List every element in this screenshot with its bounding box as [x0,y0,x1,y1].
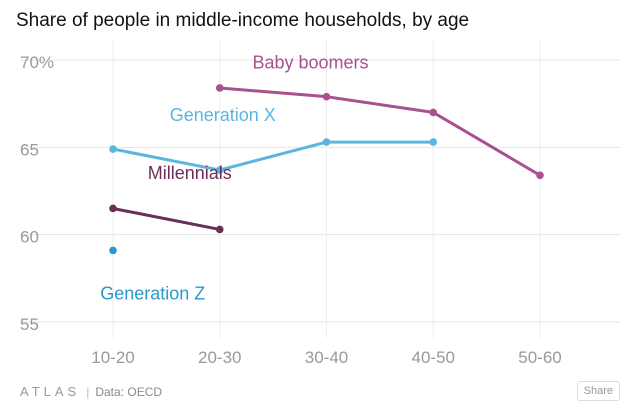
series-label: Baby boomers [252,53,368,73]
data-point [109,145,117,153]
series-line [112,140,434,172]
series-labels: Baby boomers Generation X Millennials Gener… [100,53,368,304]
x-axis-tick-labels: 10-20 20-30 30-40 40-50 50-60 [91,348,561,367]
y-tick-label: 65 [20,140,39,159]
grid-lines [20,40,620,338]
data-point [536,171,544,180]
series-label: Millennials [148,163,232,183]
series-line [219,86,541,177]
series-label: Generation X [170,105,276,125]
x-tick-label: 10-20 [91,348,134,367]
atlas-logo[interactable]: ATLAS [20,384,81,399]
y-tick-label: 70% [20,53,54,72]
footer: ATLAS | Data: OECD [20,384,162,399]
data-point [322,138,331,146]
x-tick-label: 50-60 [518,348,561,367]
data-point [215,225,224,234]
x-tick-label: 40-50 [412,348,455,367]
data-point [429,138,438,146]
y-tick-label: 60 [20,228,39,247]
data-point [109,204,117,213]
data-point [215,166,224,174]
data-point [109,246,117,255]
series-lines [109,84,544,255]
footer-separator: | [86,384,90,399]
series-label: Generation Z [100,283,205,303]
data-point [215,84,224,92]
data-point [429,108,438,117]
chart-title: Share of people in middle-income househo… [16,10,470,31]
data-point [322,92,331,101]
data-source: Data: OECD [95,384,163,399]
y-tick-label: 55 [20,315,39,334]
x-tick-label: 30-40 [305,348,348,367]
y-axis-tick-labels: 55 60 65 70% [20,53,54,334]
share-button[interactable]: Share [576,381,620,401]
x-tick-label: 20-30 [198,348,241,367]
series-line [112,206,221,231]
